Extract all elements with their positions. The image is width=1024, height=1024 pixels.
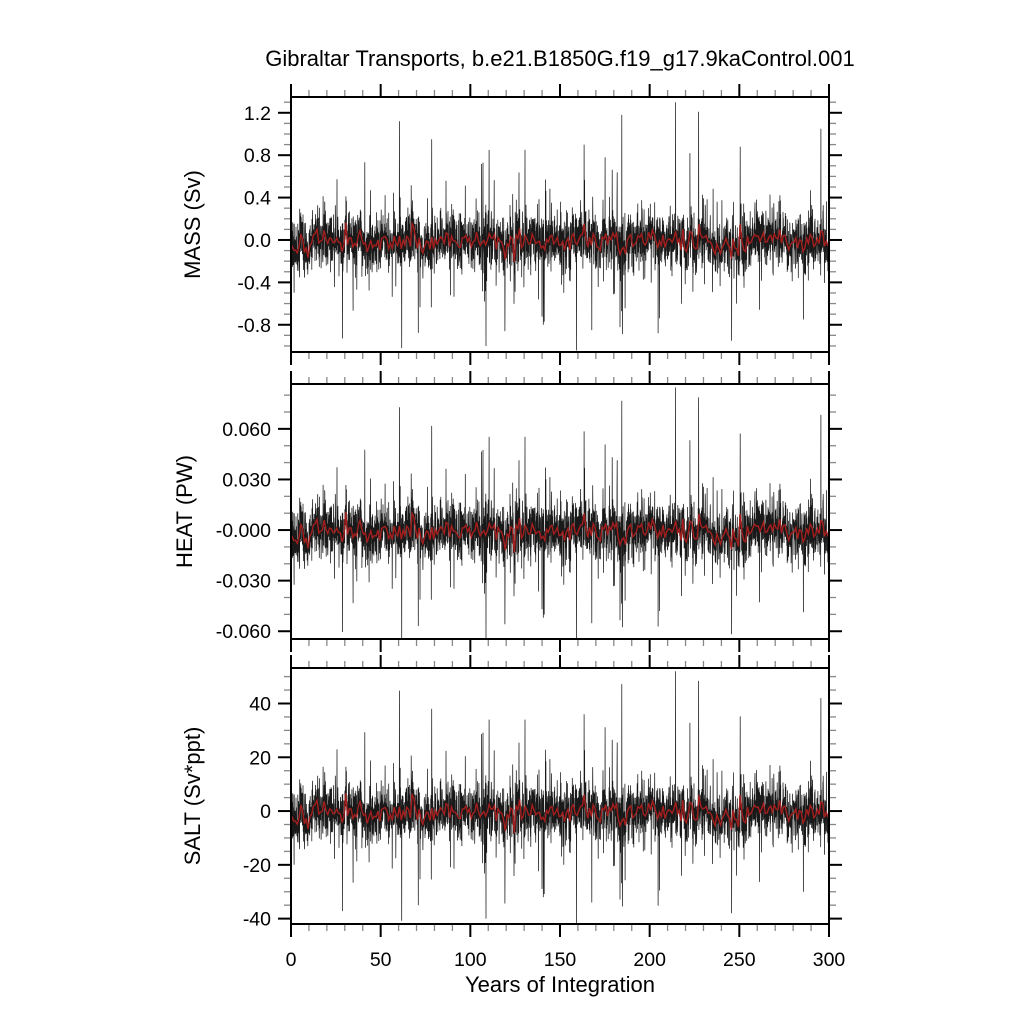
mass-ytick-label: 1.2: [244, 103, 271, 125]
salt-mean-series: [291, 792, 829, 834]
mass-ytick-label: 0.0: [244, 230, 271, 252]
mass-ytick-label: -0.4: [237, 272, 271, 294]
x-tick-label: 50: [370, 949, 392, 971]
salt-raw-series: [291, 671, 829, 924]
mass-ytick-label: -0.8: [237, 315, 271, 337]
salt-ytick-label: -20: [243, 855, 271, 877]
mass-ytick-label: 0.4: [244, 188, 271, 210]
heat-ytick-label: -0.060: [216, 621, 271, 643]
salt-ticks: [278, 655, 842, 937]
salt-panel-border: [290, 667, 830, 925]
heat-ytick-label: 0.060: [222, 419, 271, 441]
mass-axis-title: MASS (Sv): [180, 170, 205, 279]
mass-ytick-label: 0.8: [244, 145, 271, 167]
salt-ytick-label: 0: [260, 801, 271, 823]
mass-panel-border: [290, 96, 830, 353]
heat-ticks: [278, 371, 842, 652]
heat-ytick-label: 0.030: [222, 469, 271, 491]
x-tick-label: 250: [723, 949, 756, 971]
x-tick-label: 0: [286, 949, 297, 971]
x-tick-label: 300: [813, 949, 846, 971]
heat-mean-series: [291, 510, 829, 553]
salt-ytick-label: -40: [243, 909, 271, 931]
x-tick-label: 200: [633, 949, 666, 971]
x-tick-label: 100: [454, 949, 487, 971]
heat-raw-series: [291, 387, 829, 639]
mass-ticks: [278, 84, 842, 365]
x-axis-label: Years of Integration: [465, 972, 655, 997]
chart-title: Gibraltar Transports, b.e21.B1850G.f19_g…: [265, 46, 854, 71]
heat-axis-title: HEAT (PW): [172, 455, 197, 568]
heat-panel: 0.060 0.030 -0.000 -0.030 -0.060: [216, 371, 842, 652]
x-tick-label: 150: [544, 949, 577, 971]
mass-raw-series: [291, 102, 829, 351]
heat-ytick-label: -0.000: [216, 520, 271, 542]
salt-axis-title: SALT (Sv*ppt): [180, 727, 205, 866]
mass-panel: 1.2 0.8 0.4 0.0 -0.4 -0.8: [237, 84, 842, 365]
salt-ytick-label: 20: [249, 747, 271, 769]
salt-ytick-label: 40: [249, 693, 271, 715]
heat-panel-border: [290, 383, 830, 640]
mass-mean-series: [291, 221, 829, 262]
heat-ytick-label: -0.030: [216, 571, 271, 593]
